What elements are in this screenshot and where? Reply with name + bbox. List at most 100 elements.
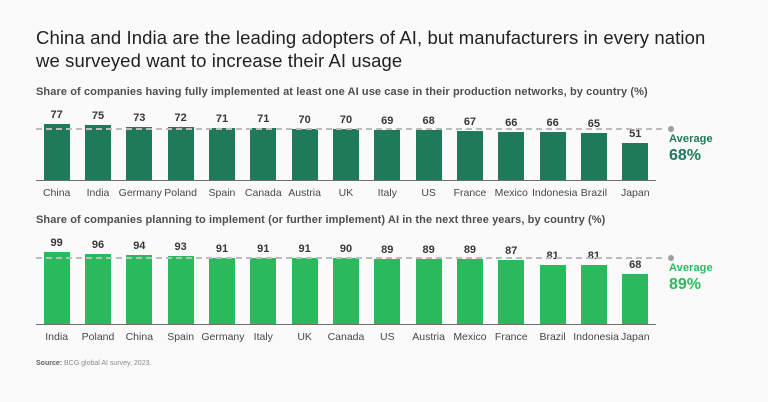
category-label: China [125, 330, 154, 343]
chart-planning-section: Share of companies planning to implement… [36, 214, 732, 343]
chart-implemented-main: 77 75 73 72 71 71 70 70 69 68 67 66 66 65 51 China Indi… [36, 104, 674, 199]
bar-column: 68 [408, 115, 449, 180]
category-label: Italy [253, 330, 273, 343]
bar-value-label: 65 [587, 117, 601, 130]
bar-value-label: 71 [215, 112, 229, 125]
bar [126, 254, 153, 324]
bar-value-label: 90 [339, 242, 353, 255]
bar [84, 253, 111, 324]
bar-value-label: 91 [257, 242, 270, 255]
bar [539, 264, 566, 324]
category-label: Brazil [580, 186, 608, 199]
bar [250, 127, 277, 180]
category-label: Italy [377, 186, 397, 199]
average-line [36, 126, 674, 133]
category-label: Japan [620, 186, 650, 199]
bar [84, 124, 111, 180]
category-label: India [45, 330, 69, 343]
bar-column: 90 [325, 243, 366, 324]
bar-value-label: 51 [629, 127, 642, 140]
chart-planning-row: 99 96 94 93 91 91 91 90 89 89 89 87 81 81 68 India Pola… [36, 232, 732, 343]
bar-column: 77 [36, 109, 77, 180]
bar-column: 68 [615, 259, 656, 324]
average-dot [668, 255, 674, 262]
chart-implemented-section: Share of companies having fully implemen… [36, 86, 732, 199]
category-label: Spain [208, 186, 236, 199]
bar-value-label: 66 [546, 116, 559, 129]
bar-column: 93 [160, 241, 201, 324]
category-label: Germany [118, 186, 162, 199]
bar [43, 123, 70, 180]
category-label: China [42, 186, 71, 199]
bar-value-label: 68 [422, 114, 435, 127]
bar [374, 129, 401, 180]
bar-column: 71 [243, 113, 284, 180]
category-label: Mexico [494, 186, 528, 199]
chart-planning-subtitle: Share of companies planning to implement… [36, 213, 606, 226]
average-value: 68% [669, 146, 702, 164]
bar-value-label: 68 [629, 258, 642, 271]
category-label: Canada [244, 186, 282, 199]
bar-column: 89 [449, 244, 490, 324]
bar [539, 131, 566, 180]
bar-column: 67 [449, 116, 490, 180]
bar-value-label: 75 [91, 109, 105, 122]
bar-column: 65 [573, 118, 614, 180]
chart-planning-category-axis: India Poland China Spain Germany Italy UK Canad… [36, 323, 656, 343]
bar-value-label: 89 [422, 243, 435, 256]
bar [498, 259, 525, 324]
chart-implemented-plot: 77 75 73 72 71 71 70 70 69 68 67 66 66 65 51 [36, 104, 674, 180]
bar-column: 91 [243, 243, 284, 324]
category-label: Poland [164, 186, 197, 199]
bar-column: 87 [491, 245, 532, 324]
category-label: Japan [620, 330, 650, 343]
bar-value-label: 72 [174, 111, 187, 124]
category-label: UK [338, 186, 354, 199]
bar-column: 71 [201, 113, 242, 180]
average-word: Average [669, 261, 713, 274]
bar [415, 129, 442, 180]
category-label: US [421, 186, 436, 199]
bar-column: 66 [491, 117, 532, 180]
bar-value-label: 87 [505, 244, 518, 257]
category-label: Brazil [539, 330, 566, 343]
bar-value-label: 91 [215, 242, 229, 255]
bar-column: 91 [284, 243, 325, 324]
bar [456, 258, 483, 324]
source-note: Source: BCG global AI survey, 2023. [36, 360, 732, 367]
bar [415, 258, 442, 324]
category-label: India [86, 186, 110, 199]
bar-column: 70 [284, 114, 325, 180]
bar-column: 89 [408, 244, 449, 324]
category-label: Austria [412, 330, 445, 343]
bar [332, 128, 359, 180]
average-value: 89% [669, 275, 702, 293]
bar-column: 91 [201, 243, 242, 324]
chart-planning-plot: 99 96 94 93 91 91 91 90 89 89 89 87 81 81 68 [36, 232, 674, 324]
category-label: Indonesia [531, 186, 578, 199]
bar [622, 273, 649, 324]
chart-implemented-average-label: Average 68% [656, 104, 732, 199]
chart-planning-main: 99 96 94 93 91 91 91 90 89 89 89 87 81 81 68 India Pola… [36, 232, 674, 343]
bar-value-label: 81 [587, 249, 601, 262]
bar [456, 130, 483, 180]
bar-value-label: 91 [298, 242, 311, 255]
average-line [36, 255, 674, 262]
bar-column: 66 [532, 117, 573, 180]
bar-column: 94 [119, 240, 160, 324]
category-label: Poland [81, 330, 115, 343]
bar-column: 73 [119, 112, 160, 180]
bar-value-label: 66 [505, 116, 518, 129]
bar [208, 257, 235, 324]
bar [126, 126, 153, 180]
source-label: Source: [36, 359, 63, 367]
bar-value-label: 89 [463, 243, 477, 256]
bar-value-label: 77 [50, 108, 63, 121]
bar-value-label: 67 [463, 115, 477, 128]
bar [580, 132, 607, 180]
bar-column: 72 [160, 112, 201, 180]
bar [167, 255, 194, 324]
chart-implemented-subtitle: Share of companies having fully implemen… [36, 85, 648, 98]
category-label: Indonesia [573, 330, 619, 343]
